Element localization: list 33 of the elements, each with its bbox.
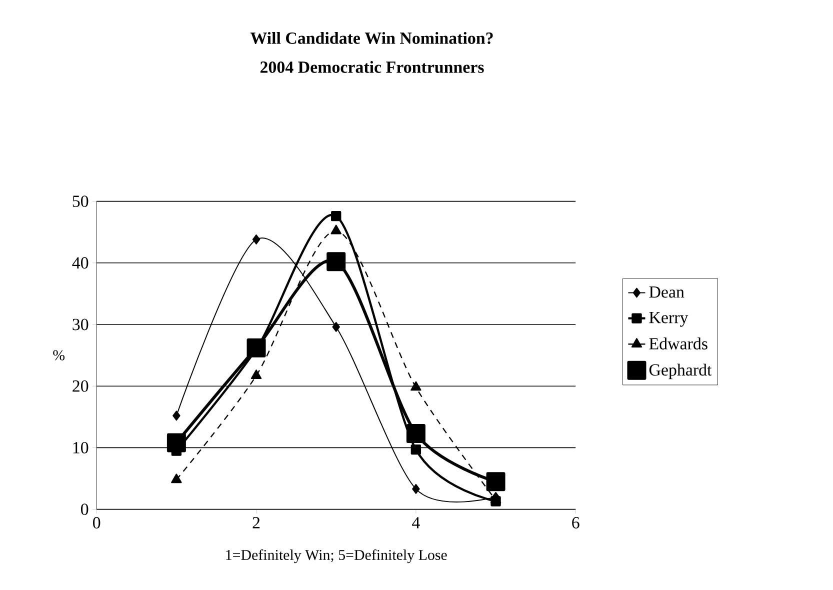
y-tick-label: 50	[72, 196, 88, 208]
point	[331, 210, 342, 222]
y-tick-label: 0	[81, 504, 88, 516]
point	[326, 252, 346, 272]
y-axis-title: %	[53, 350, 65, 360]
point	[412, 484, 420, 494]
x-axis-title: 1=Definitely Win; 5=Definitely Lose	[226, 549, 447, 564]
point	[332, 322, 340, 332]
point	[486, 472, 506, 492]
legend-label: Dean	[649, 286, 684, 298]
y-tick-label: 20	[72, 380, 88, 392]
point	[330, 224, 342, 234]
chart-subtitle: 2004 Democratic Frontrunners	[260, 61, 484, 73]
y-tick-label: 40	[72, 257, 88, 269]
point	[406, 424, 426, 444]
legend-label: Gephardt	[649, 364, 712, 380]
point	[172, 410, 180, 421]
x-tick-label: 0	[93, 517, 100, 528]
point	[252, 234, 260, 244]
chart-title: Will Candidate Win Nomination?	[250, 32, 493, 44]
point	[410, 381, 422, 391]
point	[166, 433, 186, 452]
x-tick-label: 6	[572, 517, 580, 528]
legend-label: Edwards	[649, 338, 708, 350]
point	[410, 444, 422, 455]
y-tick-label: 10	[73, 442, 88, 454]
x-tick-label: 4	[412, 517, 420, 528]
y-tick-label: 30	[72, 318, 88, 330]
x-tick-label: 2	[252, 517, 260, 528]
point	[246, 338, 266, 358]
point	[250, 370, 262, 379]
point	[171, 474, 182, 484]
legend-label: Kerry	[649, 312, 688, 327]
